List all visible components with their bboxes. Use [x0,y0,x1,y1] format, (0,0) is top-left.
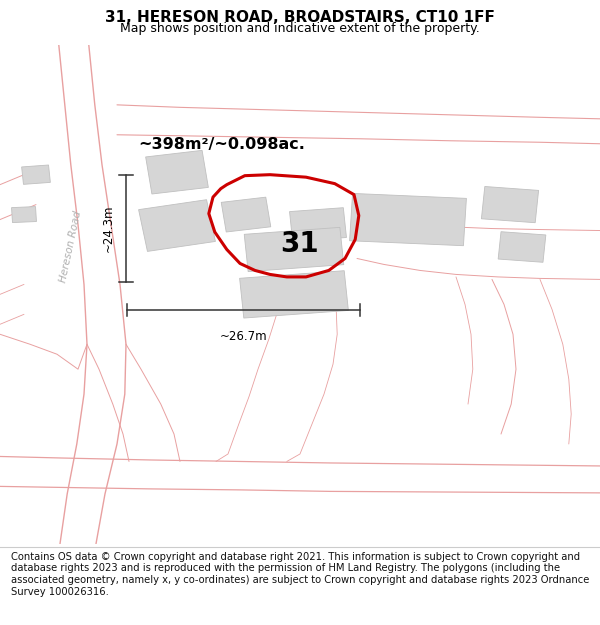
Polygon shape [221,197,271,232]
Polygon shape [11,207,37,222]
Text: Map shows position and indicative extent of the property.: Map shows position and indicative extent… [120,22,480,35]
Polygon shape [481,186,539,222]
Text: ~398m²/~0.098ac.: ~398m²/~0.098ac. [138,138,305,152]
Polygon shape [290,208,346,241]
Polygon shape [239,271,349,318]
Polygon shape [244,228,344,272]
Text: Hereson Road: Hereson Road [58,210,83,284]
Text: 31, HERESON ROAD, BROADSTAIRS, CT10 1FF: 31, HERESON ROAD, BROADSTAIRS, CT10 1FF [105,10,495,25]
Polygon shape [139,200,215,251]
Polygon shape [22,165,50,184]
Text: ~26.7m: ~26.7m [220,330,268,343]
Text: Contains OS data © Crown copyright and database right 2021. This information is : Contains OS data © Crown copyright and d… [11,552,589,597]
Polygon shape [350,193,466,246]
Text: 31: 31 [281,231,319,259]
Polygon shape [498,232,546,262]
Polygon shape [146,151,208,194]
Text: ~24.3m: ~24.3m [102,204,115,252]
